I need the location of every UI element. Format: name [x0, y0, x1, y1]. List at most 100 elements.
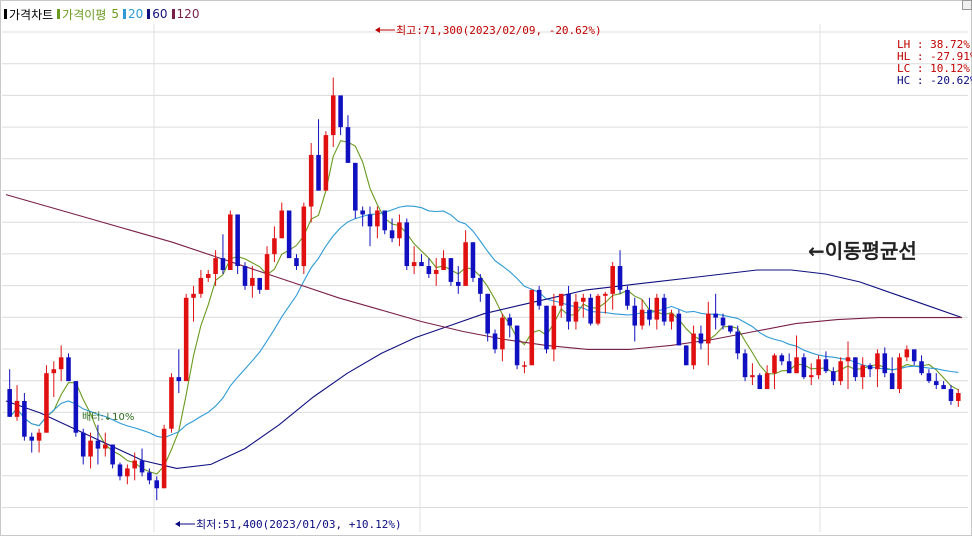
candle-body: [404, 222, 410, 267]
candle: [603, 291, 608, 314]
candle-body: [389, 230, 395, 239]
candle: [522, 361, 527, 374]
stat-hc-key: HC: [897, 74, 910, 87]
candle: [625, 285, 630, 310]
candle-body: [132, 460, 137, 469]
candle-body: [897, 357, 902, 390]
candle-body: [595, 295, 601, 324]
candle: [808, 363, 814, 386]
candle: [330, 77, 336, 148]
candle: [764, 365, 770, 390]
candle: [250, 266, 255, 298]
legend-ma60[interactable]: 60: [147, 7, 168, 21]
small-label: 배터:↓10%: [82, 411, 134, 423]
candle-body: [757, 375, 763, 390]
candle: [286, 210, 292, 259]
candle: [838, 357, 843, 386]
candle: [500, 313, 505, 362]
candle: [66, 353, 71, 382]
candle: [353, 162, 358, 219]
candle: [566, 285, 571, 330]
legend-price[interactable]: 가격차트: [4, 6, 53, 23]
candle: [558, 293, 564, 318]
candle-body: [382, 210, 388, 231]
candle: [897, 353, 902, 394]
candle: [492, 329, 498, 354]
candle-body: [573, 301, 579, 322]
candle-body: [478, 277, 483, 294]
candle: [529, 289, 535, 366]
legend-ma-swatch: [57, 9, 61, 19]
candle-body: [286, 210, 292, 259]
candle-body: [308, 154, 314, 207]
candle-body: [22, 400, 27, 437]
candle: [514, 325, 520, 370]
candle: [426, 258, 432, 278]
candle: [441, 250, 446, 271]
candle-body: [536, 289, 542, 306]
candle: [823, 351, 829, 374]
candle: [389, 218, 395, 243]
candle-body: [808, 375, 814, 378]
candle: [198, 270, 204, 298]
legend-ma120[interactable]: 120: [171, 7, 199, 21]
candle: [455, 266, 461, 294]
candle: [58, 345, 64, 382]
candle-body: [44, 373, 49, 433]
candle: [831, 367, 836, 386]
candle-body: [257, 277, 262, 290]
candle-body: [441, 258, 446, 271]
stats-box: LH : 38.72% HL : -27.91% LC : 10.12% HC …: [897, 38, 972, 87]
legend-ma[interactable]: 가격이평 5: [57, 6, 119, 23]
candle: [786, 353, 792, 374]
candle: [161, 424, 167, 489]
candle-body: [603, 293, 608, 296]
candle: [941, 381, 946, 390]
candle-body: [661, 297, 667, 322]
candle-body: [823, 359, 829, 372]
candle: [14, 385, 20, 421]
candle: [205, 270, 211, 282]
candle: [867, 363, 873, 378]
candle: [926, 369, 932, 384]
candle: [647, 297, 652, 326]
candle-body: [139, 460, 145, 473]
candle-body: [941, 385, 946, 390]
candle-body: [816, 359, 821, 376]
candle-body: [205, 273, 211, 278]
candle: [801, 353, 807, 380]
candle: [147, 468, 152, 485]
stat-lc-value: 10.12%: [930, 62, 970, 75]
candle-body: [316, 154, 321, 191]
candle-body: [911, 349, 917, 362]
ma-note-label: ←이동평균선: [808, 239, 917, 263]
candle: [279, 202, 285, 239]
candle-body: [242, 266, 248, 286]
candle: [875, 349, 880, 388]
candle-body: [161, 428, 167, 489]
candle-body: [580, 297, 586, 302]
ma-line-5: [9, 140, 959, 475]
low-annotation: 최저:51,400(2023/01/03, +10.12%): [175, 518, 402, 531]
candle: [125, 464, 130, 485]
candle: [904, 345, 910, 362]
candle-body: [73, 381, 79, 433]
stat-lh: LH : 38.72%: [897, 38, 970, 51]
candle-body: [728, 325, 733, 332]
candle: [632, 297, 638, 342]
candle-body: [706, 313, 711, 344]
candle: [235, 214, 240, 274]
legend-ma60-label: 60: [152, 7, 168, 21]
legend-ma20[interactable]: 20: [122, 7, 143, 21]
candle: [610, 262, 615, 310]
candle: [191, 285, 196, 322]
candle-body: [786, 361, 792, 374]
candle: [102, 432, 108, 457]
candle-body: [926, 373, 932, 382]
candle-body: [948, 389, 954, 401]
candle: [36, 428, 42, 453]
candle: [360, 206, 365, 227]
candle-body: [691, 333, 696, 366]
ma-line-20: [9, 205, 959, 439]
